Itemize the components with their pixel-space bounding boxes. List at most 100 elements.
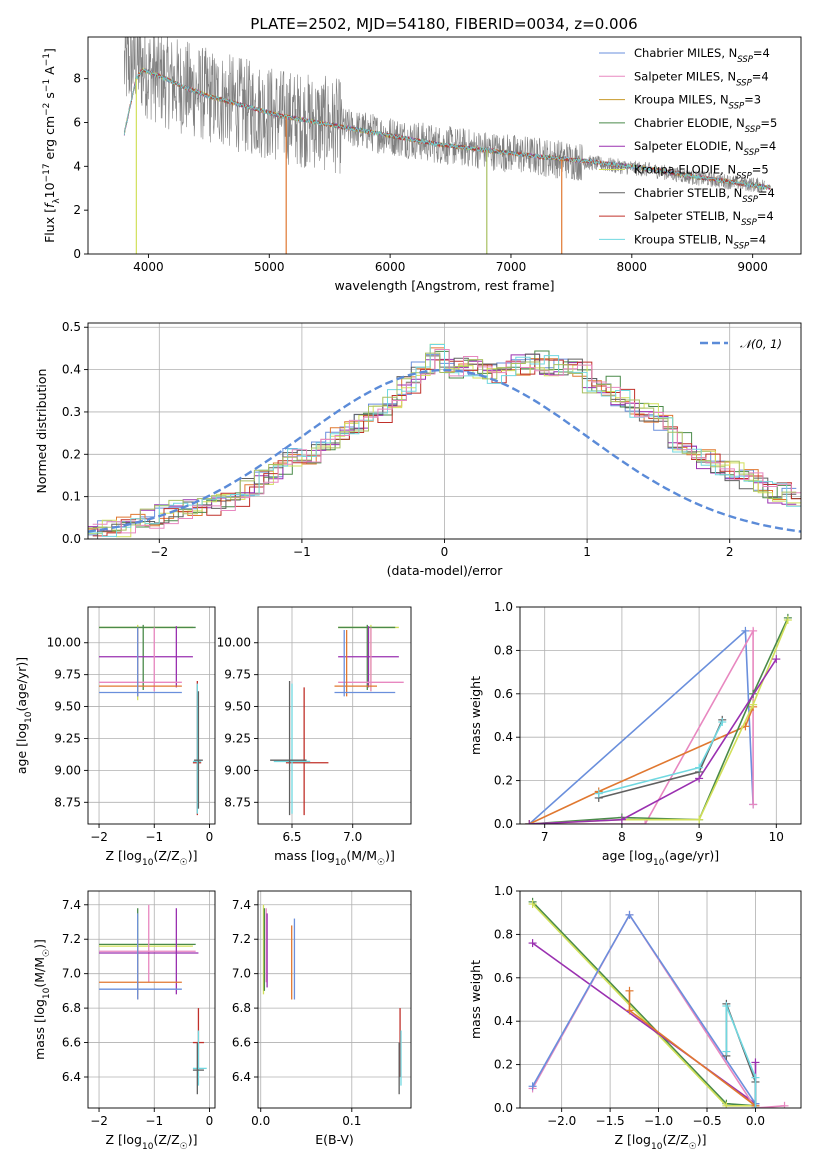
mass-weight-marker xyxy=(749,800,758,809)
massweight_vs_age-ytick-label: 0.0 xyxy=(494,817,513,831)
residual-histogram-line xyxy=(88,352,797,531)
mass-weight-series-line xyxy=(531,913,757,1105)
errorbar-point xyxy=(192,1030,207,1086)
massweight_vs_Z-frame xyxy=(519,890,802,1109)
errorbar-point xyxy=(99,627,182,692)
errorbar-point xyxy=(99,913,182,1000)
legend-entry: Chabrier ELODIE, NSSP=5 xyxy=(634,116,777,135)
model-spectrum-line xyxy=(123,68,771,191)
mass-weight-marker xyxy=(741,626,750,635)
residuals-ytick-label: 0.2 xyxy=(62,447,81,461)
spectrum-xtick-label: 6000 xyxy=(375,260,406,274)
residual-histogram-line xyxy=(88,353,797,532)
age_vs_Z-plot-area xyxy=(99,624,203,816)
massweight_vs_age-plot-area xyxy=(525,613,792,824)
residuals-xtick-label: −1 xyxy=(293,545,311,559)
spectrum-title: PLATE=2502, MJD=54180, FIBERID=0034, z=0… xyxy=(250,15,637,33)
errorbar-point xyxy=(99,904,196,983)
massweight_vs_Z-xtick-label: −2.0 xyxy=(547,1114,576,1128)
age_vs_mass-xlabel: mass [log10(M/M☉)] xyxy=(274,848,395,868)
mass-weight-series-line xyxy=(725,1005,757,1108)
legend-entry: 𝒩(0, 1) xyxy=(740,337,782,351)
mass_vs_Z-xlabel: Z [log10(Z/Z☉)] xyxy=(106,1132,198,1152)
massweight_vs_Z-ytick-label: 0.8 xyxy=(494,927,513,941)
errorbar-point xyxy=(194,691,203,809)
mass-weight-series-line xyxy=(532,901,756,1107)
mass_vs_ebv-xtick-label: 0.0 xyxy=(251,1114,270,1128)
errorbar-point xyxy=(99,626,193,688)
spectrum-ytick-label: 0 xyxy=(73,247,81,261)
errorbar-point xyxy=(273,683,311,814)
massweight_vs_age-frame xyxy=(519,606,802,825)
age_vs_mass-plot-area xyxy=(270,624,404,816)
mass_vs_ebv-xtick-label: 0.1 xyxy=(342,1114,361,1128)
errorbar-point xyxy=(338,627,404,692)
residuals-xtick-label: 0 xyxy=(441,545,449,559)
massweight_vs_age-xlabel: age [log10(age/yr)] xyxy=(602,848,719,868)
age_vs_mass-ytick-label: 9.50 xyxy=(224,700,251,714)
mass-weight-marker xyxy=(751,1058,760,1067)
mass_vs_ebv-frame xyxy=(257,890,412,1109)
mass-weight-marker xyxy=(751,1104,760,1108)
mass-weight-marker xyxy=(695,763,704,772)
age_vs_mass-frame xyxy=(257,606,412,825)
residuals-xtick-label: −2 xyxy=(150,545,168,559)
spectrum-legend: Chabrier MILES, NSSP=4 Salpeter MILES, NS… xyxy=(599,46,777,251)
errorbar-point xyxy=(99,908,199,995)
spectrum-xtick-label: 7000 xyxy=(496,260,527,274)
gaussian-reference-curve xyxy=(88,368,801,533)
legend-entry: Chabrier MILES, NSSP=4 xyxy=(634,46,770,65)
spectrum-ytick-label: 6 xyxy=(73,115,81,129)
mass_vs_Z-ytick-label: 7.2 xyxy=(62,932,81,946)
massweight_vs_age-xtick-label: 9 xyxy=(695,830,703,844)
mass_vs_Z-ytick-label: 6.4 xyxy=(62,1070,81,1084)
mass-weight-marker xyxy=(625,910,634,919)
spectrum-xtick-label: 8000 xyxy=(617,260,648,274)
mass_vs_Z-ytick-label: 7.0 xyxy=(62,967,81,981)
errorbar-point xyxy=(99,627,182,697)
mass-weight-series-line xyxy=(528,706,754,824)
age_vs_Z-xtick-label: 0 xyxy=(206,830,214,844)
age_vs_mass-ytick-label: 9.00 xyxy=(224,763,251,777)
age_vs_Z-ytick-label: 9.50 xyxy=(54,700,81,714)
mass_vs_Z-xtick-label: −2 xyxy=(90,1114,108,1128)
age_vs_mass-ytick-label: 10.00 xyxy=(217,636,251,650)
mass-weight-marker xyxy=(751,1073,760,1082)
massweight_vs_age-ytick-label: 0.2 xyxy=(494,774,513,788)
mass-weight-marker xyxy=(772,655,781,664)
age_vs_Z-axes: −2 −1 0 8.75 9.00 9.25 9.50 9.75 10.00 Z [log10(Z… xyxy=(14,607,215,868)
spectrum-ylabel: Flux [fλ10−17 erg cm−2 s−1 A−1] xyxy=(42,48,62,243)
massweight_vs_age-xtick-label: 8 xyxy=(618,830,626,844)
spectrum-xtick-label: 9000 xyxy=(737,260,768,274)
residuals-ytick-label: 0.1 xyxy=(62,490,81,504)
massweight_vs_Z-ytick-label: 0.4 xyxy=(494,1014,513,1028)
mass_vs_Z-ylabel: mass [log10(M/M☉)] xyxy=(32,939,52,1060)
mass_vs_ebv-plot-area xyxy=(262,904,402,1095)
age_vs_mass-xtick-label: 6.5 xyxy=(282,830,301,844)
errorbar-point xyxy=(192,1042,204,1095)
residuals-plot-area xyxy=(88,343,801,539)
spectrum-ytick-label: 4 xyxy=(73,159,81,173)
massweight_vs_Z-xlabel: Z [log10(Z/Z☉)] xyxy=(615,1132,707,1152)
model-spectrum-line xyxy=(123,68,771,191)
mass-weight-marker xyxy=(625,986,634,995)
age_vs_mass-axes: 6.5 7.0 8.75 9.00 9.25 9.50 9.75 10.00 mass [log… xyxy=(217,607,411,868)
massweight_vs_Z-xtick-label: −1.0 xyxy=(644,1114,673,1128)
mass-weight-marker xyxy=(722,1047,731,1056)
massweight_vs_Z-xtick-label: −0.5 xyxy=(692,1114,721,1128)
age_vs_Z-xtick-label: −2 xyxy=(90,830,108,844)
mass_vs_ebv-ytick-label: 7.0 xyxy=(232,967,251,981)
mass_vs_Z-ytick-label: 6.8 xyxy=(62,1001,81,1015)
mass-weight-marker xyxy=(718,718,727,727)
mass-weight-marker xyxy=(722,1101,731,1108)
massweight_vs_Z-ytick-label: 1.0 xyxy=(494,884,513,898)
massweight_vs_Z-ytick-label: 0.2 xyxy=(494,1058,513,1072)
errorbar-point xyxy=(334,629,396,697)
spectrum-ytick-label: 8 xyxy=(73,72,81,86)
legend-entry: Chabrier STELIB, NSSP=4 xyxy=(634,186,775,205)
errorbar-point xyxy=(270,681,307,816)
mass_vs_ebv-ytick-label: 6.6 xyxy=(232,1036,251,1050)
mass-weight-marker xyxy=(528,939,537,948)
age_vs_Z-ylabel: age [log10(age/yr)] xyxy=(14,657,34,774)
